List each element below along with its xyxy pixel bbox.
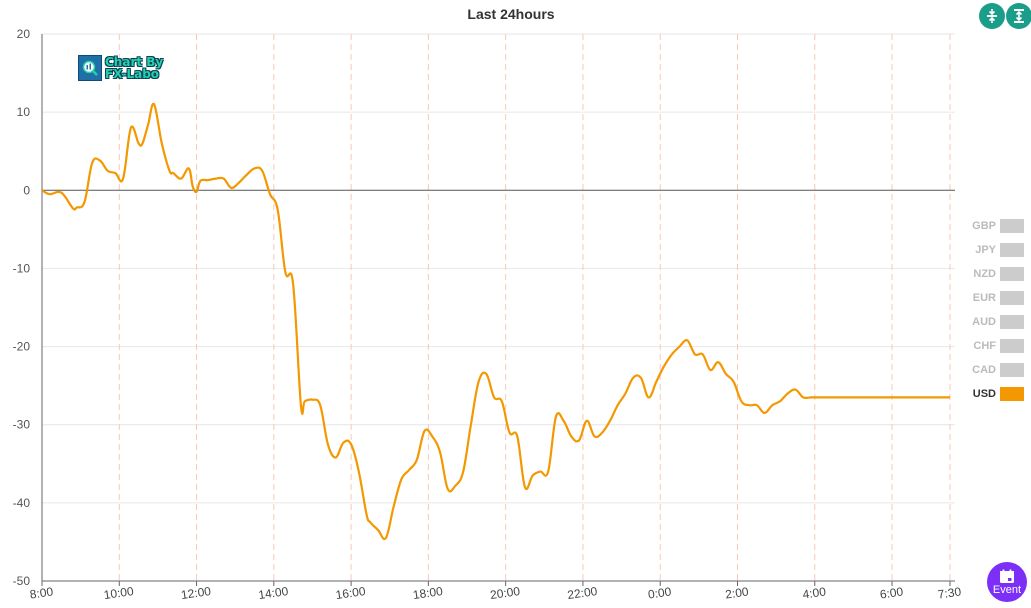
x-tick-label: 14:00 — [257, 584, 289, 602]
legend-label: EUR — [972, 292, 996, 304]
legend-swatch — [1000, 315, 1024, 329]
legend-item-usd[interactable]: USD — [960, 382, 1024, 406]
legend-label: AUD — [972, 316, 996, 328]
chart-legend: GBP JPY NZD EUR AUD CHF CAD USD — [960, 214, 1024, 406]
event-button[interactable]: Event — [987, 562, 1027, 602]
magnifier-chart-icon — [78, 55, 102, 81]
y-tick-label: -30 — [13, 418, 31, 432]
x-tick-label: 4:00 — [802, 584, 827, 601]
y-tick-label: -40 — [13, 496, 31, 510]
legend-label: JPY — [975, 244, 996, 256]
legend-item-cad[interactable]: CAD — [960, 358, 1024, 382]
y-tick-label: -50 — [13, 574, 31, 588]
compress-icon — [987, 9, 997, 23]
x-tick-label: 16:00 — [335, 584, 367, 602]
x-tick-label: 18:00 — [412, 584, 444, 602]
fit-height-button[interactable] — [1006, 3, 1031, 29]
y-tick-label: -20 — [13, 340, 31, 354]
legend-label: GBP — [972, 220, 996, 232]
x-tick-label: 8:00 — [29, 584, 54, 601]
legend-item-nzd[interactable]: NZD — [960, 262, 1024, 286]
legend-swatch — [1000, 339, 1024, 353]
legend-swatch — [1000, 291, 1024, 305]
legend-swatch — [1000, 387, 1024, 401]
legend-label: USD — [972, 388, 996, 400]
y-tick-label: -10 — [13, 261, 31, 275]
x-tick-label: 2:00 — [724, 584, 749, 601]
logo-line-2: FX-Labo — [105, 67, 160, 81]
legend-label: NZD — [973, 268, 996, 280]
legend-label: CHF — [973, 340, 996, 352]
chart-title: Last 24hours — [467, 6, 555, 22]
y-tick-label: 10 — [17, 105, 31, 119]
y-tick-label: 0 — [23, 183, 30, 197]
event-label: Event — [992, 583, 1022, 596]
x-tick-label: 12:00 — [180, 584, 212, 602]
legend-item-chf[interactable]: CHF — [960, 334, 1024, 358]
x-tick-label: 10:00 — [103, 584, 135, 602]
y-tick-label: 20 — [17, 27, 31, 41]
x-tick-label: 0:00 — [647, 584, 672, 601]
calendar-icon — [1000, 569, 1014, 583]
x-tick-label: 22:00 — [567, 584, 599, 602]
chart-by-fx-labo-logo: Chart By FX-Labo — [78, 54, 163, 82]
x-tick-label: 6:00 — [879, 584, 904, 601]
legend-label: CAD — [972, 364, 996, 376]
legend-item-gbp[interactable]: GBP — [960, 214, 1024, 238]
legend-item-jpy[interactable]: JPY — [960, 238, 1024, 262]
legend-swatch — [1000, 267, 1024, 281]
x-tick-label: 20:00 — [489, 584, 521, 602]
legend-item-aud[interactable]: AUD — [960, 310, 1024, 334]
fit-height-icon — [1014, 9, 1024, 23]
series-line-usd — [41, 102, 950, 541]
compress-chart-button[interactable] — [979, 3, 1005, 29]
legend-item-eur[interactable]: EUR — [960, 286, 1024, 310]
legend-swatch — [1000, 363, 1024, 377]
logo-text: Chart By FX-Labo — [105, 56, 163, 80]
x-tick-label: 7:30 — [937, 584, 962, 601]
legend-swatch — [1000, 243, 1024, 257]
legend-swatch — [1000, 219, 1024, 233]
logo-line-1: Chart By — [105, 55, 164, 69]
